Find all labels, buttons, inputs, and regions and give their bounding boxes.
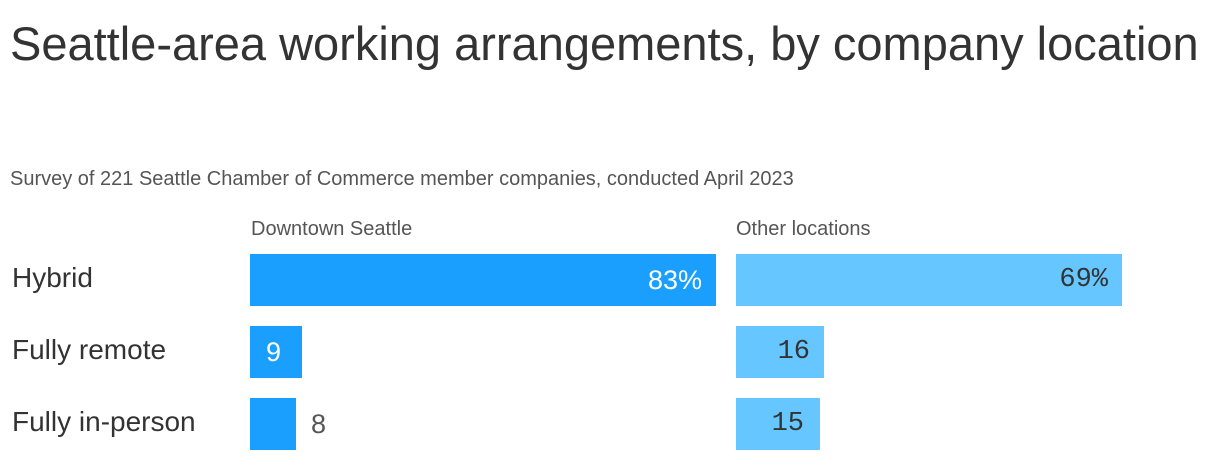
bar-inperson-other: 15 <box>736 398 820 450</box>
chart-title: Seattle-area working arrangements, by co… <box>10 17 1199 70</box>
bar-inperson-downtown <box>250 398 296 450</box>
bar-hybrid-downtown: 83% <box>250 254 716 306</box>
row-label-fully-in-person: Fully in-person <box>12 406 196 437</box>
value-label: 15 <box>771 409 804 439</box>
column-header-other: Other locations <box>736 218 871 240</box>
bar-remote-downtown: 9 <box>250 326 302 378</box>
bar-hybrid-other: 69% <box>736 254 1122 306</box>
row-label-hybrid: Hybrid <box>12 262 93 293</box>
bar-remote-other: 16 <box>736 326 824 378</box>
chart-subtitle: Survey of 221 Seattle Chamber of Commerc… <box>10 168 794 190</box>
value-label: 8 <box>311 409 327 439</box>
value-label: 69% <box>1059 265 1108 295</box>
column-header-downtown: Downtown Seattle <box>251 218 413 240</box>
row-label-fully-remote: Fully remote <box>12 334 167 365</box>
value-label: 9 <box>266 337 282 367</box>
value-label: 16 <box>777 337 810 367</box>
value-label: 83% <box>647 265 702 295</box>
